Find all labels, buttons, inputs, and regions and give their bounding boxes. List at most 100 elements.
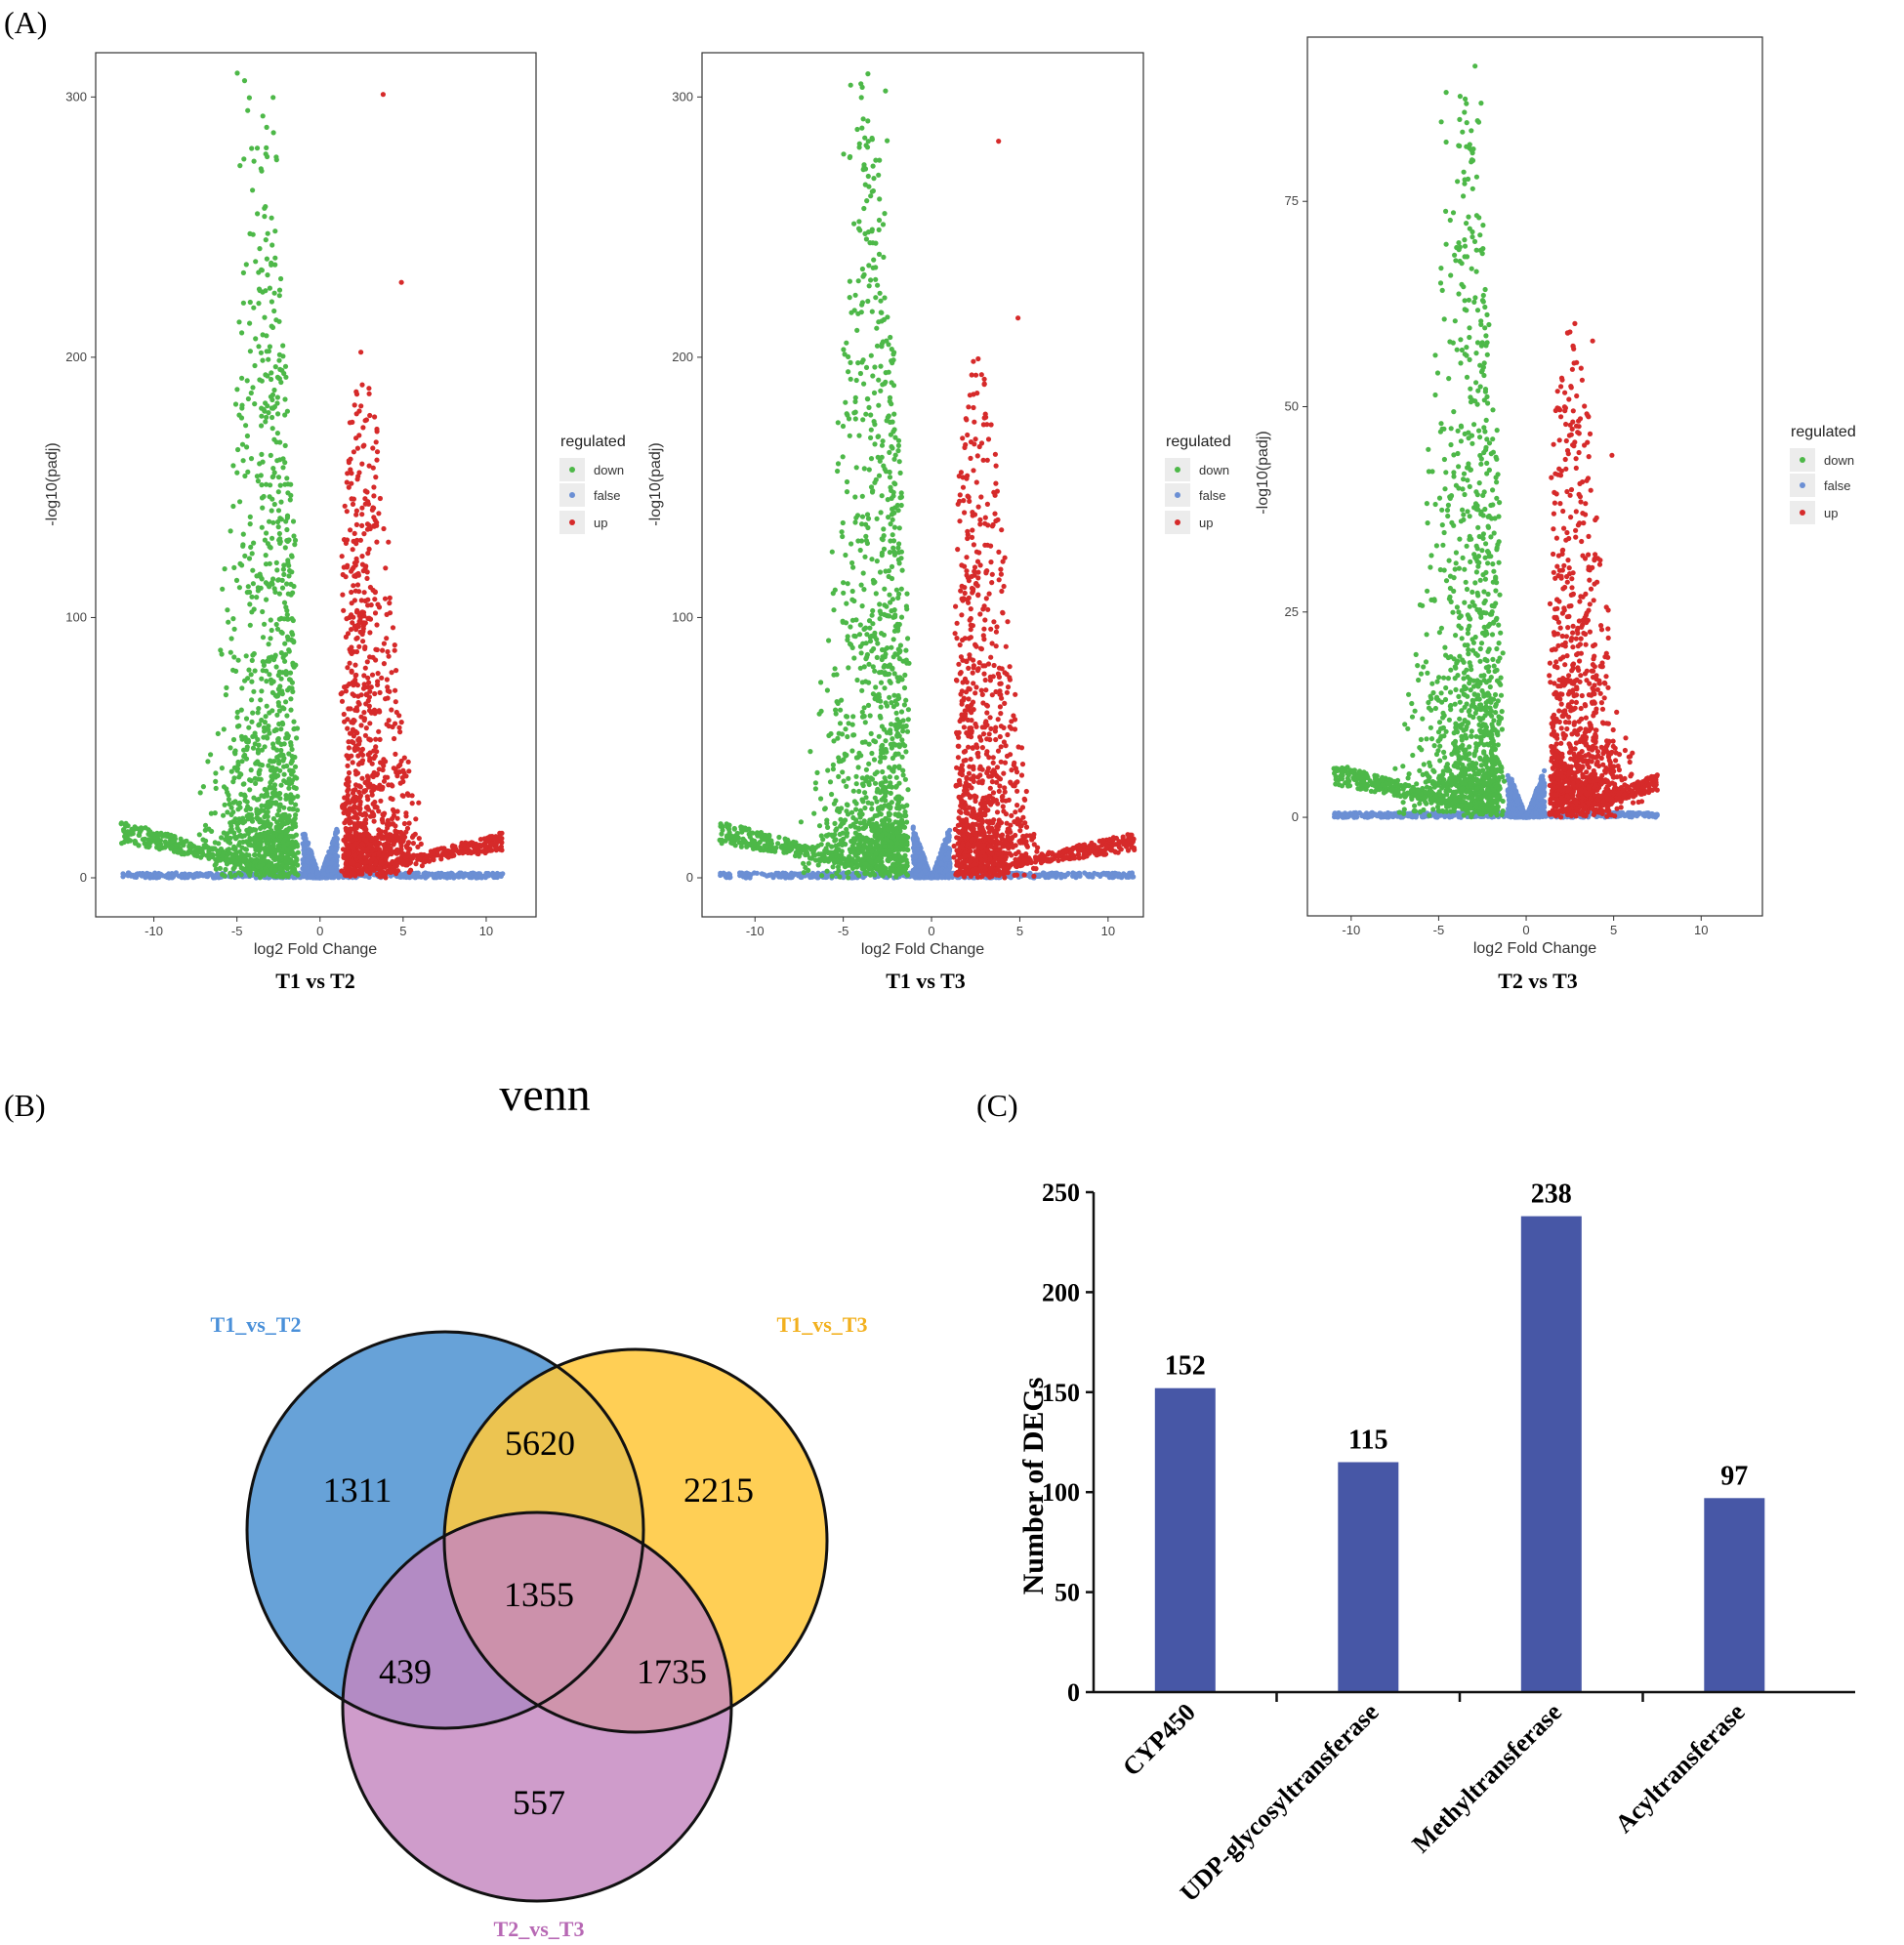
point-down [276,616,282,622]
point-up [341,711,347,718]
point-down [248,672,254,678]
point-down [276,708,282,714]
point-down [132,824,138,830]
point-down [251,606,257,612]
point-down [294,844,301,849]
point-up [396,838,402,844]
point-down [233,668,239,675]
point-false [453,873,459,879]
point-down [274,755,280,761]
point-up [339,698,346,704]
point-down [255,211,261,217]
point-down [282,545,288,551]
point-up [362,732,368,738]
point-up [484,835,490,841]
point-down [251,688,257,694]
legend-title: regulated [560,434,626,450]
point-up [346,484,352,490]
point-down [275,577,282,583]
point-up [383,565,389,571]
point-down [278,747,284,754]
point-down [186,844,192,849]
point-false [302,849,308,856]
point-false [443,871,449,878]
point-up [349,568,354,574]
point-up [381,641,387,646]
point-down [267,560,272,566]
point-down [256,286,263,292]
point-up [347,420,352,426]
point-down [251,795,257,801]
point-up [353,521,359,528]
point-down [257,816,263,823]
y-tick-label: 100 [65,609,87,624]
point-up [361,531,367,537]
x-tick-label: 0 [316,924,323,938]
point-up [344,509,350,515]
point-down [240,531,246,537]
point-up [365,602,371,608]
point-up [367,654,373,660]
point-down [292,764,299,769]
point-up [370,811,377,817]
point-up [386,718,392,724]
point-down [269,426,275,432]
point-down [237,771,243,777]
point-up [346,810,352,816]
point-down [259,793,265,799]
point-up [380,647,386,653]
point-up [405,759,411,765]
point-down [252,668,258,674]
point-down [269,392,276,397]
point-up [349,589,354,596]
point-up [351,583,356,589]
point-false [476,874,481,880]
point-down [285,637,291,642]
point-down [259,413,265,419]
point-false [388,873,393,879]
point-up [348,706,353,712]
point-down [235,657,241,663]
point-up [388,846,393,851]
point-up [372,597,378,602]
point-down [275,700,281,706]
point-down [288,492,294,498]
point-down [289,780,295,786]
point-down [222,566,228,572]
point-down [243,262,249,268]
point-down [281,571,287,578]
point-down [247,787,253,793]
point-down [293,832,299,838]
point-down [269,474,275,480]
point-up [350,501,356,508]
point-up [364,867,370,874]
point-up [343,540,349,547]
point-false [214,874,220,880]
point-down [262,830,268,836]
point-down [279,585,286,591]
point-up [492,835,498,841]
point-down [234,387,240,393]
point-up [387,600,393,606]
point-up [364,659,370,665]
point-down [136,843,142,848]
point-down [234,70,240,76]
point-up [376,841,382,847]
point-up [359,775,365,781]
point-down [263,204,269,210]
point-false [166,874,172,880]
point-down [267,544,272,550]
point-down [244,378,250,384]
point-up [373,744,379,750]
point-down [249,551,255,557]
point-down [239,402,245,408]
point-up [345,562,351,568]
point-up [398,279,404,285]
point-down [252,401,258,407]
point-down [250,581,256,587]
point-down [239,375,245,381]
point-up [340,592,346,598]
point-down [267,344,272,350]
point-down [290,590,296,596]
point-down [279,822,285,828]
